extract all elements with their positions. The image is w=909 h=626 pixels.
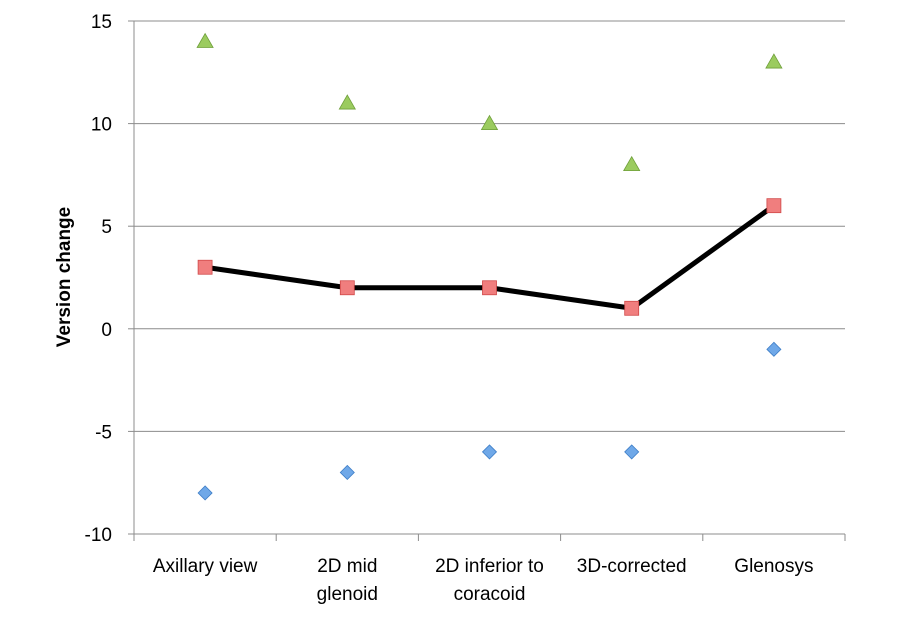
y-tick-label: 0: [101, 320, 112, 341]
y-tick-labels: 15 10 5 0 -5 -10: [85, 12, 112, 546]
series-layer: [196, 32, 783, 501]
data-point-diamond: [766, 341, 782, 357]
data-point-triangle: [338, 94, 356, 110]
y-tick-label: -10: [85, 525, 112, 546]
series-diamond: [197, 341, 782, 501]
series-square: [197, 198, 782, 316]
x-category-label: 2D mid: [317, 556, 377, 577]
x-category-label: 2D inferior to: [435, 556, 544, 577]
data-point-triangle: [623, 155, 641, 172]
data-point-triangle: [765, 53, 783, 69]
y-tick-label: 5: [101, 217, 112, 238]
x-category-label: Axillary view: [153, 556, 258, 577]
data-point-square: [197, 259, 213, 275]
axes: [128, 20, 846, 541]
y-tick-label: 15: [91, 12, 112, 33]
x-category-label: glenoid: [317, 584, 378, 605]
x-category-label: 3D-corrected: [577, 556, 687, 577]
x-category-label: coracoid: [454, 584, 526, 605]
data-point-triangle: [480, 114, 499, 131]
x-category-labels: Axillary view 2D mid glenoid 2D inferior to…: [153, 556, 814, 605]
series-triangle: [196, 32, 783, 172]
x-category-label: Glenosys: [734, 556, 813, 577]
data-point-diamond: [197, 485, 213, 501]
data-point-diamond: [624, 444, 640, 460]
y-tick-label: 10: [91, 115, 112, 136]
gridlines: [134, 20, 845, 432]
data-point-square: [766, 198, 782, 214]
y-tick-label: -5: [95, 422, 112, 443]
data-point-diamond: [339, 464, 355, 481]
data-point-triangle: [196, 32, 214, 48]
data-point-square: [482, 280, 497, 296]
y-axis-title: Version change: [54, 207, 75, 347]
data-point-square: [624, 300, 640, 316]
data-point-square: [339, 280, 355, 296]
data-point-diamond: [481, 444, 498, 460]
